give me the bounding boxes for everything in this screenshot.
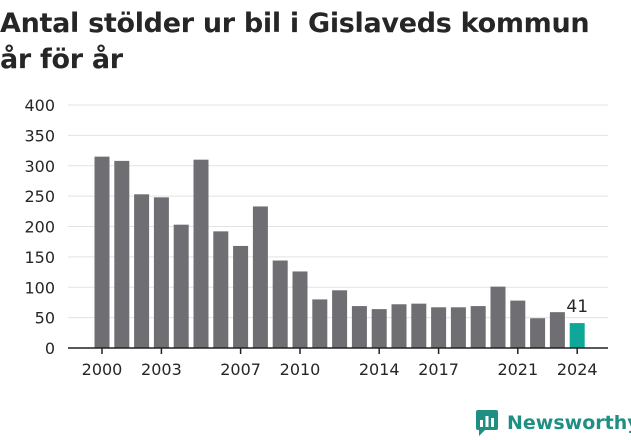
bar — [233, 245, 249, 348]
bars — [94, 156, 585, 348]
bar — [510, 300, 526, 348]
newsworthy-logo: Newsworthy — [475, 406, 631, 440]
bar — [292, 271, 308, 348]
y-tick-label: 0 — [45, 339, 55, 358]
annotations: 41 — [566, 297, 588, 317]
bar — [153, 197, 169, 348]
y-tick-label: 150 — [24, 248, 55, 267]
x-tick-label: 2000 — [82, 360, 123, 379]
bar — [272, 260, 288, 348]
newsworthy-chart-bubble-icon — [476, 410, 498, 436]
bar — [332, 290, 348, 348]
bar — [351, 306, 367, 348]
bar — [530, 318, 546, 348]
chart-title: Antal stölder ur bil i Gislaveds kommun … — [0, 8, 590, 75]
bar — [411, 303, 427, 348]
bar — [134, 194, 150, 348]
bar — [371, 309, 387, 348]
x-axis: 2000 2003 2007 2010 2014 2017 2021 2024 — [68, 347, 608, 379]
x-tick-label: 2003 — [141, 360, 182, 379]
bar — [94, 156, 110, 348]
x-tick-label: 2024 — [557, 360, 598, 379]
x-tick-label: 2021 — [497, 360, 538, 379]
x-tick-label: 2017 — [418, 360, 459, 379]
highlight-value-label: 41 — [566, 297, 588, 317]
bar-chart: 0 50 100 150 200 250 300 350 400 2000 2003 2007 201… — [24, 96, 608, 379]
y-tick-label: 100 — [24, 278, 55, 297]
y-tick-label: 50 — [35, 309, 55, 328]
bar — [252, 206, 268, 348]
brand-name: Newsworthy — [507, 412, 631, 434]
x-tick-label: 2007 — [220, 360, 261, 379]
y-tick-label: 400 — [24, 96, 55, 115]
y-axis-tick-labels: 0 50 100 150 200 250 300 350 400 — [24, 96, 55, 358]
bar — [193, 159, 209, 348]
bar — [490, 286, 506, 348]
x-tick-label: 2014 — [359, 360, 400, 379]
bar — [173, 224, 189, 348]
y-tick-label: 350 — [24, 126, 55, 145]
y-tick-label: 300 — [24, 157, 55, 176]
bar — [450, 307, 466, 348]
bar — [312, 299, 328, 348]
x-tick-label: 2010 — [280, 360, 321, 379]
bar — [431, 307, 447, 348]
bar — [391, 304, 407, 348]
bar — [549, 312, 565, 348]
bar — [569, 323, 585, 348]
bar — [114, 160, 130, 348]
bar — [213, 231, 229, 348]
y-tick-label: 200 — [24, 218, 55, 237]
bar — [470, 306, 486, 348]
y-tick-label: 250 — [24, 187, 55, 206]
